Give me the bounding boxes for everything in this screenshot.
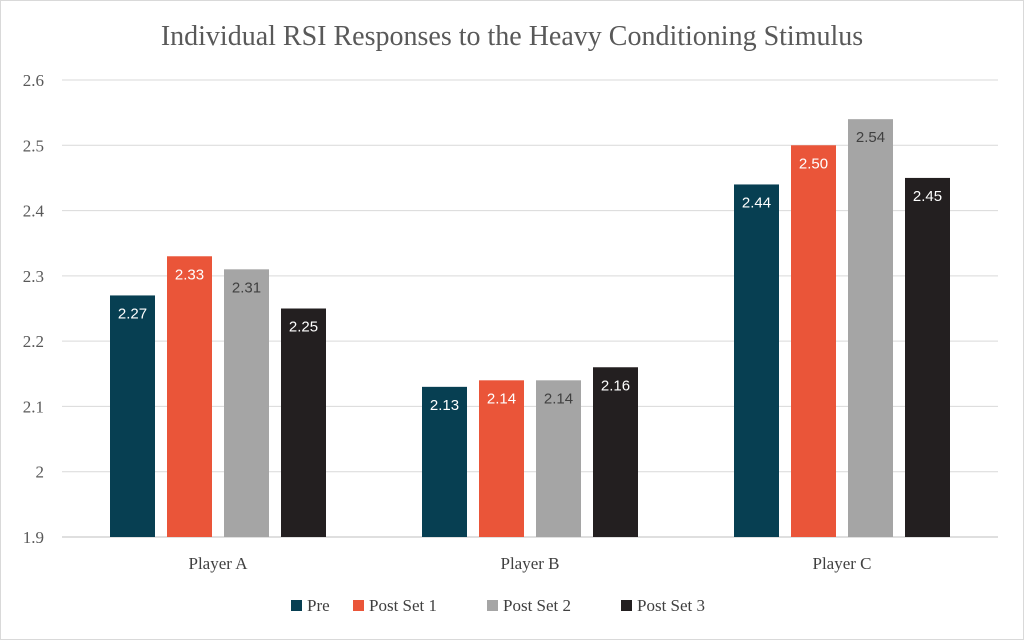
y-tick-label: 2.5 — [23, 136, 44, 155]
data-label: 2.33 — [175, 266, 204, 283]
data-label: 2.54 — [856, 129, 885, 146]
y-tick-label: 2 — [36, 463, 45, 482]
legend-label: Post Set 2 — [503, 596, 571, 615]
bar — [905, 177, 950, 537]
bar — [224, 269, 269, 537]
data-label: 2.16 — [601, 377, 630, 394]
x-tick-label: Player A — [188, 554, 248, 573]
data-label: 2.14 — [544, 390, 573, 407]
bar — [281, 308, 326, 537]
bar — [593, 367, 638, 537]
gridlines — [62, 79, 998, 538]
bar — [536, 380, 581, 537]
x-tick-label: Player B — [500, 554, 559, 573]
y-tick-label: 2.6 — [23, 71, 44, 90]
y-tick-label: 2.3 — [23, 267, 44, 286]
bar — [791, 145, 836, 538]
legend-swatch — [487, 600, 498, 611]
data-label: 2.14 — [487, 390, 516, 407]
data-label: 2.13 — [430, 397, 459, 414]
legend-swatch — [291, 600, 302, 611]
data-label: 2.44 — [742, 194, 771, 211]
y-tick-label: 1.9 — [23, 528, 44, 547]
bars — [110, 119, 950, 538]
bar — [167, 256, 212, 537]
data-label: 2.45 — [913, 188, 942, 205]
y-tick-label: 2.1 — [23, 397, 44, 416]
bar — [110, 295, 155, 537]
data-label: 2.31 — [232, 279, 261, 296]
chart-title: Individual RSI Responses to the Heavy Co… — [161, 21, 863, 52]
legend-label: Post Set 1 — [369, 596, 437, 615]
data-label: 2.50 — [799, 155, 828, 172]
bar — [479, 380, 524, 537]
bar — [734, 184, 779, 537]
data-labels: 2.27 2.33 2.31 2.25 2.13 2.14 2.14 2.16 2.44 2.50… — [118, 129, 942, 414]
bar — [422, 386, 467, 537]
bar — [848, 119, 893, 538]
x-axis: Player A Player B Player C — [188, 554, 871, 573]
legend: Pre Post Set 1 Post Set 2 Post Set 3 — [291, 596, 705, 615]
legend-swatch — [353, 600, 364, 611]
x-tick-label: Player C — [812, 554, 871, 573]
legend-swatch — [621, 600, 632, 611]
data-label: 2.27 — [118, 305, 147, 322]
data-label: 2.25 — [289, 319, 318, 336]
y-axis: 1.9 2 2.1 2.2 2.3 2.4 2.5 2.6 — [23, 71, 45, 547]
y-tick-label: 2.2 — [23, 332, 44, 351]
y-tick-label: 2.4 — [23, 202, 45, 221]
legend-label: Post Set 3 — [637, 596, 705, 615]
legend-label: Pre — [307, 596, 330, 615]
